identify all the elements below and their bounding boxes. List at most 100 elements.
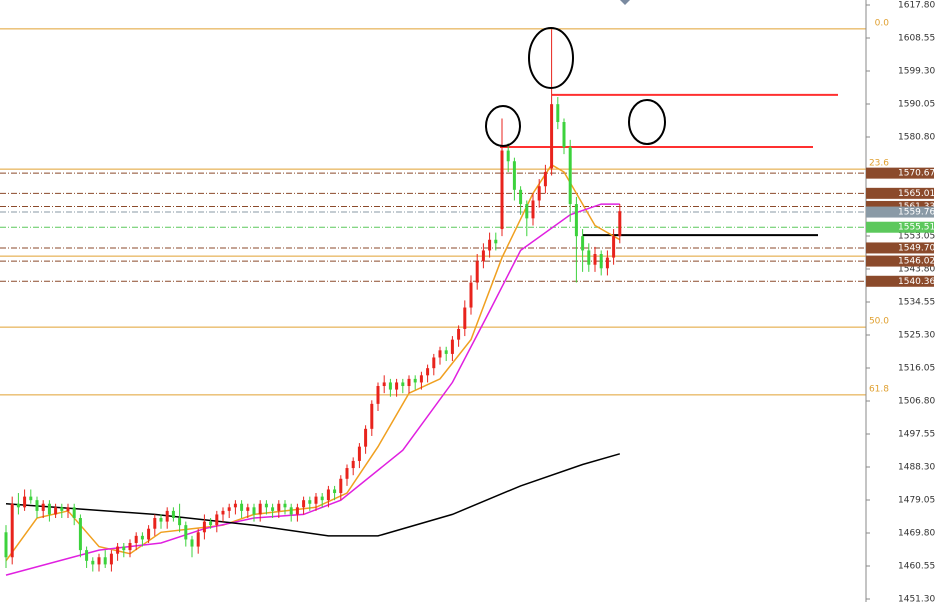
y-tick-label: 1488.30 bbox=[898, 463, 935, 473]
fib-label: 23.6 bbox=[869, 159, 889, 169]
ellipse bbox=[628, 99, 666, 145]
y-tick-label: 1451.30 bbox=[898, 595, 935, 602]
candle-body bbox=[209, 521, 213, 526]
moving-average bbox=[5, 163, 621, 562]
candle-body bbox=[574, 204, 578, 237]
y-tick-label: 1543.80 bbox=[898, 265, 935, 275]
y-tick-label: 1525.30 bbox=[898, 331, 935, 341]
candle-body bbox=[432, 357, 436, 369]
candle-body bbox=[66, 507, 70, 511]
candle-body bbox=[413, 378, 417, 383]
candle-body bbox=[103, 557, 107, 565]
candle-body bbox=[618, 211, 622, 237]
candle-body bbox=[438, 350, 442, 358]
candle-body bbox=[227, 507, 231, 511]
y-tick-label: 1599.30 bbox=[898, 67, 935, 77]
candle-body bbox=[78, 518, 82, 551]
y-tick-label: 1460.55 bbox=[898, 562, 935, 572]
candle-body bbox=[140, 535, 144, 540]
y-tick-label: 1590.05 bbox=[898, 100, 935, 110]
y-tick-label: 1553.05 bbox=[898, 232, 935, 242]
candle-body bbox=[562, 122, 566, 147]
price-label-box bbox=[866, 255, 934, 267]
candle-body bbox=[581, 236, 585, 251]
candle-body bbox=[444, 350, 448, 354]
candle-body bbox=[351, 460, 355, 469]
candle-body bbox=[283, 503, 287, 508]
candle-body bbox=[320, 496, 324, 501]
candle-body bbox=[47, 503, 51, 515]
candle-body bbox=[519, 189, 523, 205]
candle-body bbox=[314, 496, 318, 504]
candle-body bbox=[128, 542, 132, 551]
candle-body bbox=[364, 428, 368, 447]
candle-body bbox=[426, 368, 430, 376]
candle-body bbox=[494, 239, 498, 244]
candle-body bbox=[506, 150, 510, 162]
candle-body bbox=[388, 382, 392, 390]
candle-body bbox=[171, 510, 175, 519]
candle-body bbox=[122, 546, 126, 551]
candle-body bbox=[23, 496, 27, 508]
price-label-box bbox=[866, 242, 934, 254]
candle-body bbox=[500, 150, 504, 230]
candle-body bbox=[469, 282, 473, 308]
y-tick-label: 1479.05 bbox=[898, 496, 935, 506]
candle-body bbox=[60, 507, 64, 511]
candle-body bbox=[556, 104, 560, 123]
candle-body bbox=[531, 200, 535, 219]
price-label-box bbox=[866, 275, 934, 287]
candle-body bbox=[612, 236, 616, 258]
ellipse bbox=[528, 27, 574, 89]
candle-body bbox=[184, 525, 188, 540]
y-tick-label: 1497.55 bbox=[898, 430, 935, 440]
candle-body bbox=[481, 250, 485, 262]
moving-average bbox=[5, 203, 620, 576]
candle-body bbox=[457, 328, 461, 340]
ellipse bbox=[485, 105, 521, 147]
price-label-box bbox=[866, 221, 934, 233]
candle-body bbox=[4, 532, 8, 558]
price-label: 1565.01 bbox=[898, 189, 935, 199]
y-tick-label: 1580.80 bbox=[898, 133, 935, 143]
annotations bbox=[485, 27, 666, 147]
candle-body bbox=[215, 514, 219, 526]
candle-body bbox=[587, 250, 591, 265]
candle-body bbox=[196, 532, 200, 547]
candle-body bbox=[370, 403, 374, 429]
candle-body bbox=[537, 186, 541, 201]
price-label: 1546.02 bbox=[898, 257, 935, 267]
candle-body bbox=[568, 146, 572, 205]
candle-body bbox=[550, 104, 554, 169]
candle-body bbox=[401, 382, 405, 387]
candle-body bbox=[116, 546, 120, 554]
moving-average bbox=[5, 453, 621, 537]
candle-body bbox=[333, 489, 337, 494]
candle-body bbox=[599, 254, 603, 269]
candle-body bbox=[543, 171, 547, 187]
candle-body bbox=[605, 257, 609, 269]
fib-label: 61.8 bbox=[869, 384, 889, 394]
candle-body bbox=[289, 507, 293, 515]
price-label-box bbox=[866, 167, 934, 179]
candle-body bbox=[165, 510, 169, 522]
candle-body bbox=[29, 496, 33, 501]
y-tick-label: 1506.80 bbox=[898, 397, 935, 407]
candle-body bbox=[85, 550, 89, 561]
candle-body bbox=[419, 375, 423, 383]
price-label: 1555.51 bbox=[898, 223, 935, 233]
candle-body bbox=[16, 503, 20, 508]
candle-body bbox=[159, 518, 163, 522]
price-label: 1570.67 bbox=[898, 169, 935, 179]
candle-body bbox=[376, 386, 380, 404]
candle-body bbox=[153, 518, 157, 529]
candle-body bbox=[246, 507, 250, 511]
candle-body bbox=[302, 500, 306, 508]
candle-body bbox=[91, 560, 95, 565]
price-label: 1549.70 bbox=[898, 243, 935, 253]
y-tick-label: 1516.05 bbox=[898, 364, 935, 374]
price-label-box bbox=[866, 200, 934, 212]
plot-back: 0.023.638.250.061.8 bbox=[0, 18, 889, 576]
candle-body bbox=[134, 535, 138, 543]
candle-body bbox=[357, 446, 361, 461]
